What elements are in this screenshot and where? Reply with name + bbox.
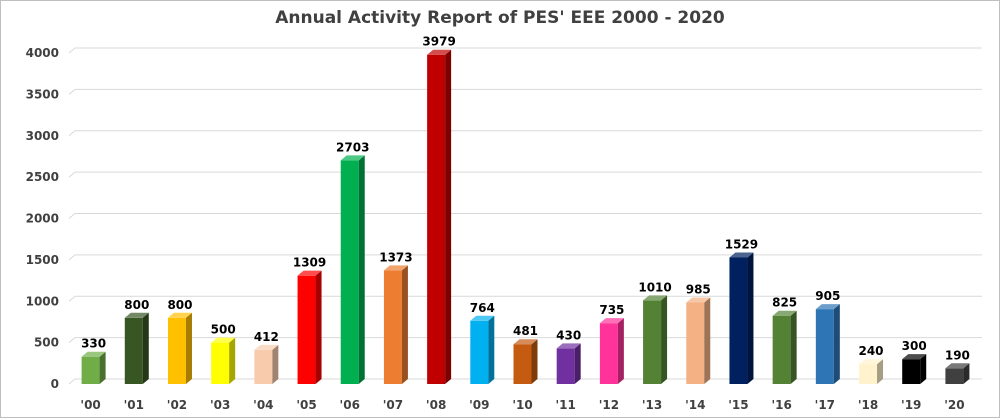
bar — [599, 318, 624, 384]
bar — [254, 344, 279, 384]
bar — [772, 310, 797, 384]
data-label: 2703 — [336, 140, 369, 154]
x-tick-label: '16 — [771, 398, 791, 412]
x-tick-label: '11 — [556, 398, 576, 412]
bar — [124, 312, 149, 384]
bar — [297, 270, 322, 384]
y-tick-label: 4000 — [26, 46, 59, 60]
bar — [383, 265, 408, 384]
gridline — [68, 337, 982, 344]
bar — [470, 315, 495, 384]
x-tick-label: '06 — [340, 398, 360, 412]
x-tick-label: '10 — [512, 398, 532, 412]
y-tick-label: 2000 — [26, 212, 59, 226]
gridline — [68, 130, 982, 137]
bar — [167, 312, 192, 384]
gridline — [68, 378, 982, 385]
x-tick-label: '20 — [944, 398, 964, 412]
gridline — [68, 171, 982, 178]
bar — [340, 155, 365, 384]
bars — [81, 49, 970, 384]
bar — [513, 339, 538, 384]
data-label: 430 — [556, 328, 581, 342]
data-label: 3979 — [422, 35, 455, 49]
data-label: 735 — [599, 303, 624, 317]
y-tick-label: 3000 — [26, 129, 59, 143]
x-tick-label: '01 — [124, 398, 144, 412]
x-tick-label: '19 — [901, 398, 921, 412]
gridline — [68, 47, 982, 54]
bar — [81, 351, 106, 384]
gridlines — [68, 47, 982, 385]
y-tick-label: 1500 — [26, 253, 59, 267]
bar — [859, 359, 884, 384]
data-label: 985 — [686, 282, 711, 296]
bar — [556, 343, 581, 384]
data-label: 1373 — [379, 250, 412, 264]
x-tick-label: '02 — [167, 398, 187, 412]
chart-title: Annual Activity Report of PES' EEE 2000 … — [275, 8, 725, 28]
data-label: 412 — [254, 330, 279, 344]
data-labels: 330 800 800 500 412 1309 2703 1373 3979 764 481 430… — [81, 35, 970, 363]
x-tick-label: '17 — [815, 398, 835, 412]
data-label: 905 — [815, 289, 840, 303]
y-tick-label: 1000 — [26, 294, 59, 308]
x-tick-label: '07 — [383, 398, 403, 412]
x-axis-tick-labels: '00 '01 '02 '03 '04 '05 '06 '07 '08 '09 '10 '11 '12 '… — [80, 398, 964, 412]
x-tick-label: '08 — [426, 398, 446, 412]
bar — [902, 354, 927, 384]
x-tick-label: '12 — [599, 398, 619, 412]
x-tick-label: '18 — [858, 398, 878, 412]
gridline — [68, 295, 982, 302]
bar — [211, 337, 236, 384]
data-label: 1309 — [293, 256, 326, 270]
y-axis-tick-labels: 0 500 1000 1500 2000 2500 3000 3500 4000 — [26, 46, 59, 391]
bar — [729, 252, 754, 384]
x-tick-label: '05 — [296, 398, 316, 412]
y-tick-label: 2500 — [26, 170, 59, 184]
x-tick-label: '03 — [210, 398, 230, 412]
gridline — [68, 254, 982, 261]
data-label: 800 — [124, 298, 149, 312]
data-label: 800 — [167, 298, 192, 312]
data-label: 1010 — [638, 280, 671, 294]
x-tick-label: '14 — [685, 398, 705, 412]
bar — [945, 363, 970, 384]
x-tick-label: '04 — [253, 398, 273, 412]
bar — [427, 49, 452, 384]
data-label: 481 — [513, 324, 538, 338]
x-tick-label: '00 — [80, 398, 100, 412]
y-tick-label: 0 — [51, 377, 59, 391]
x-tick-label: '13 — [642, 398, 662, 412]
gridline — [68, 88, 982, 95]
x-tick-label: '15 — [728, 398, 748, 412]
data-label: 1529 — [725, 237, 758, 251]
data-label: 825 — [772, 296, 797, 310]
y-tick-label: 500 — [34, 336, 59, 350]
data-label: 190 — [945, 348, 970, 362]
x-tick-label: '09 — [469, 398, 489, 412]
gridline — [68, 213, 982, 219]
data-label: 240 — [858, 344, 883, 358]
data-label: 330 — [81, 337, 106, 351]
data-label: 764 — [470, 301, 495, 315]
bar — [643, 295, 668, 384]
bar — [815, 304, 840, 384]
y-tick-label: 3500 — [26, 87, 59, 101]
data-label: 300 — [902, 339, 927, 353]
data-label: 500 — [211, 323, 236, 337]
bar — [686, 297, 711, 384]
